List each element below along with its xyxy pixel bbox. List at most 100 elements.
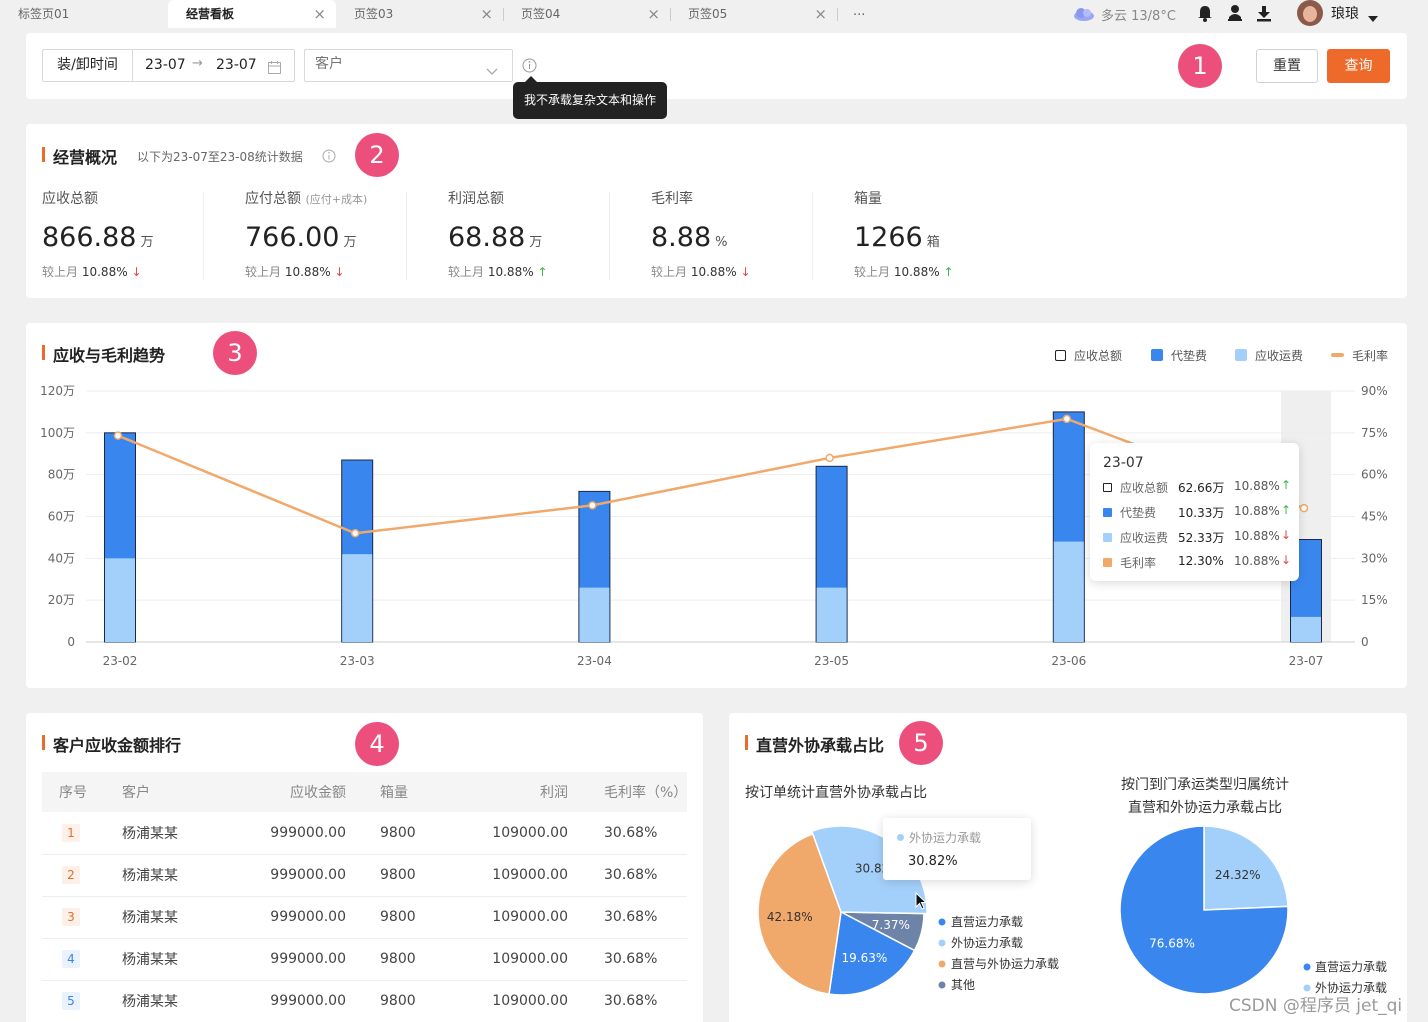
margin-point[interactable] [1062,414,1072,424]
margin-point[interactable] [350,528,360,538]
close-icon[interactable]: × [313,5,326,23]
bar-freight[interactable] [1291,616,1321,642]
time-type-label[interactable]: 装/卸时间 [43,50,133,81]
stat-receivable: 应收总额 866.88 万 较上月 10.88% ↓ [42,188,154,280]
badge-2: 2 [355,133,399,177]
bell-icon[interactable] [1197,4,1213,26]
legend-swatch [1151,349,1163,361]
close-icon[interactable]: × [480,5,493,23]
bar-freight[interactable] [105,558,135,642]
col-header: 应收金额 [220,772,348,812]
bar-freight[interactable] [579,587,610,642]
rank-cell: 5 [42,980,110,1022]
date-start[interactable]: 23-07 [145,57,186,73]
info-icon[interactable] [322,148,336,167]
close-icon[interactable]: × [647,5,660,23]
stat-compare: 较上月 10.88% ↓ [651,265,751,279]
legend-swatch [1055,350,1066,361]
table-row[interactable]: 4 杨浦某某 999000.00 9800 109000.00 30.68% [42,938,687,981]
y-tick-label: 120万 [40,384,75,398]
close-icon[interactable]: × [814,5,827,23]
avatar[interactable] [1297,0,1323,26]
margin-point[interactable] [113,431,123,440]
stat-compare: 较上月 10.88% ↓ [42,265,142,279]
x-tick-label: 23-03 [340,654,375,668]
pie-legend-label[interactable]: 直营与外协运力承载 [951,956,1059,971]
tab-dashboard[interactable]: 经营看板 × [168,0,336,28]
tooltip-value: 10.33万 [1178,506,1225,520]
download-icon[interactable] [1256,4,1272,26]
pie-slice[interactable] [1119,825,1289,995]
pie-slice[interactable] [828,910,916,996]
pie-slice[interactable] [757,832,842,995]
table-row[interactable]: 3 杨浦某某 999000.00 9800 109000.00 30.68% [42,896,687,939]
rank-badge: 3 [62,908,80,926]
customer-input[interactable] [315,56,475,72]
rank-badge: 2 [62,866,80,884]
x-tick-label: 23-06 [1051,654,1086,668]
pie-slice-label: 24.32% [1215,868,1261,882]
reset-button[interactable]: 重置 [1256,49,1318,83]
legend-dot [938,939,946,947]
date-range-picker[interactable]: 装/卸时间 23-07 → 23-07 [42,49,295,82]
tab-03[interactable]: 页签03 × [336,0,503,28]
stat-value: 1266 箱 [854,222,940,253]
y-tick-label: 80万 [48,468,75,482]
legend-freight[interactable]: 应收运费 [1235,347,1303,364]
margin-point[interactable] [1299,503,1309,513]
x-tick-label: 23-02 [103,654,138,668]
pie-slice-label: 30.82 [855,862,889,876]
boxes-cell: 9800 [348,980,428,1022]
arrow-up-icon: ↑ [537,265,548,279]
stat-compare: 较上月 10.88% ↑ [854,265,954,279]
table-row[interactable]: 1 杨浦某某 999000.00 9800 109000.00 30.68% [42,812,687,855]
caret-down-icon[interactable] [1368,8,1378,27]
pie-slice[interactable] [1203,825,1289,911]
bar-freight[interactable] [342,554,373,642]
bar-freight[interactable] [1053,541,1084,642]
legend-receivable[interactable]: 应收总额 [1055,347,1122,364]
margin-point[interactable] [588,501,597,510]
info-icon[interactable] [522,58,537,77]
y-tick-label: 100万 [40,426,75,440]
bar-freight[interactable] [816,587,847,642]
overview-subtitle: 以下为23-07至23-08统计数据 [137,150,303,164]
rank-badge: 4 [62,950,80,968]
tooltip-value: 52.33万 [1178,531,1225,545]
tooltip-change: 10.88% [1234,529,1280,543]
pie-legend-label[interactable]: 其他 [951,978,975,992]
legend-margin[interactable]: 毛利率 [1331,347,1388,364]
margin-point[interactable] [825,453,834,463]
table-row[interactable]: 2 杨浦某某 999000.00 9800 109000.00 30.68% [42,854,687,897]
user-name[interactable]: 琅琅 [1331,6,1359,22]
tab-05[interactable]: 页签05 × [670,0,837,28]
col-header: 利润 [428,772,570,812]
amount-cell: 999000.00 [220,854,348,897]
cursor-icon [915,891,928,914]
ranking-title: 客户应收金额排行 [42,732,181,756]
pie-legend-label[interactable]: 外协运力承载 [1315,980,1387,995]
pie1-title: 按订单统计直营外协承载占比 [745,785,927,801]
pie-slice-label: 19.63% [842,951,888,965]
customer-select[interactable] [304,49,513,82]
col-header: 毛利率（%） [570,772,687,812]
user-status-icon[interactable] [1227,4,1243,26]
customer-cell: 杨浦某某 [110,854,220,897]
tab-04[interactable]: 页签04 × [503,0,670,28]
date-end[interactable]: 23-07 [216,57,257,73]
pie-legend-label[interactable]: 直营运力承载 [1315,960,1387,974]
stat-margin: 毛利率 8.88% 较上月 10.88% ↓ [651,188,751,280]
trend-chart: 0 20万 40万 60万 80万 100万 120万 0 15% 30% 45% 60% 75% 90%… [40,384,1388,668]
y2-tick-label: 60% [1361,468,1388,482]
watermark: CSDN @程序员 jet_qi [1229,996,1403,1016]
table-row[interactable]: 5 杨浦某某 999000.00 9800 109000.00 30.68% [42,980,687,1022]
pie-legend-label[interactable]: 外协运力承载 [951,935,1023,950]
legend-dot [1303,984,1311,992]
pie-tooltip-value: 30.82% [908,854,958,869]
customer-cell: 杨浦某某 [110,980,220,1022]
query-button[interactable]: 查询 [1327,49,1390,83]
pie-legend-label[interactable]: 直营运力承载 [951,915,1023,929]
legend-advance-fee[interactable]: 代垫费 [1151,347,1207,364]
tab-01[interactable]: 标签页01 [0,0,168,28]
tab-more-button[interactable]: ... [853,4,866,19]
